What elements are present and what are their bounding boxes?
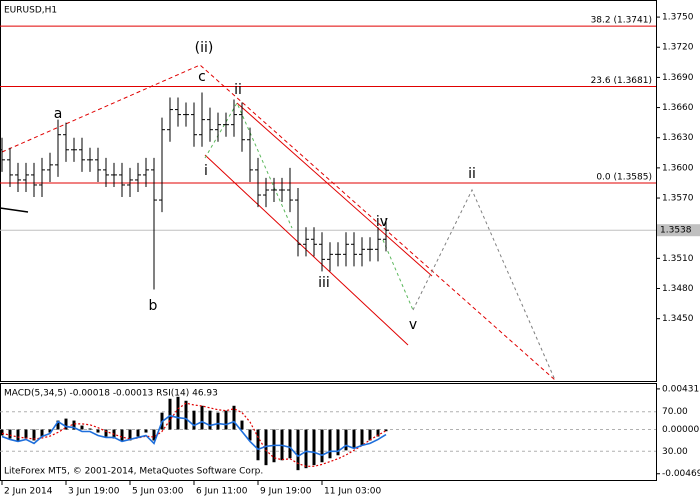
macd-bar bbox=[184, 400, 188, 430]
y-tick-label: 1.3510 bbox=[662, 254, 694, 264]
wave-outline bbox=[1, 64, 556, 381]
x-tick-label: 3 Jun 19:00 bbox=[68, 487, 120, 497]
x-tick-label: 2 Jun 2014 bbox=[4, 487, 53, 497]
fib-label: 23.6 (1.3681) bbox=[591, 76, 652, 86]
y-tick-label: 1.3690 bbox=[662, 73, 694, 83]
macd-bar bbox=[208, 410, 212, 430]
wave-label: iii bbox=[318, 275, 330, 291]
wave-path bbox=[382, 239, 414, 311]
macd-bar bbox=[152, 429, 156, 441]
macd-bar bbox=[328, 429, 332, 459]
wave-label: ii bbox=[234, 82, 242, 98]
wave-label: i bbox=[204, 163, 208, 179]
macd-bar bbox=[200, 405, 204, 430]
indicator-title: MACD(5,34,5) -0.00018 -0.00013 RSI(14) 4… bbox=[4, 389, 218, 399]
fib-label: 38.2 (1.3741) bbox=[591, 16, 652, 26]
macd-bar bbox=[376, 429, 380, 437]
y-tick-label: 1.3480 bbox=[662, 284, 694, 294]
signal-line bbox=[1, 402, 387, 467]
copyright-note: LiteForex MT5, © 2001-2014, MetaQuotes S… bbox=[4, 467, 263, 477]
macd-bar bbox=[80, 425, 84, 430]
y-tick-label: 1.3750 bbox=[662, 13, 694, 23]
macd-bar bbox=[0, 429, 4, 436]
macd-bar bbox=[336, 429, 340, 456]
macd-bar bbox=[168, 398, 172, 430]
y-tick-label: -0.00469 bbox=[662, 469, 700, 479]
last-price-label: 1.3538 bbox=[660, 226, 692, 236]
macd-bar bbox=[104, 429, 108, 437]
macd-bar bbox=[32, 429, 36, 441]
macd-bar bbox=[360, 429, 364, 446]
macd-bar bbox=[56, 420, 60, 430]
indicator-fragment bbox=[0, 207, 29, 213]
macd-bar bbox=[8, 429, 12, 439]
macd-bar bbox=[72, 420, 76, 430]
macd-bar bbox=[288, 429, 292, 459]
macd-bar bbox=[312, 429, 316, 466]
channel-line bbox=[236, 102, 433, 277]
projection-path bbox=[412, 188, 556, 381]
macd-bar bbox=[216, 412, 220, 430]
price-panel bbox=[0, 0, 657, 382]
y-tick-label: 0.00000 bbox=[662, 425, 699, 435]
macd-bar bbox=[144, 429, 148, 433]
y-tick-label: 1.3570 bbox=[662, 194, 694, 204]
fib-label: 0.0 (1.3585) bbox=[596, 172, 652, 182]
y-tick-label: 1.3660 bbox=[662, 103, 694, 113]
macd-bar bbox=[40, 429, 44, 437]
macd-bar bbox=[264, 429, 268, 466]
y2-tick-label: 30.00 bbox=[662, 447, 688, 457]
wave-label: ii bbox=[468, 166, 476, 182]
macd-bar bbox=[368, 429, 372, 441]
macd-bar bbox=[224, 410, 228, 430]
wave-label: b bbox=[149, 298, 158, 314]
wave-label: c bbox=[198, 69, 206, 85]
macd-bar bbox=[136, 429, 140, 437]
y2-tick-label: 70.00 bbox=[662, 407, 688, 417]
macd-bar bbox=[248, 429, 252, 441]
macd-bar bbox=[320, 429, 324, 463]
macd-bar bbox=[128, 429, 132, 441]
y-tick-label: 1.3600 bbox=[662, 163, 694, 173]
x-tick-label: 11 Jun 03:00 bbox=[324, 487, 381, 497]
wave-label: iv bbox=[376, 214, 388, 230]
wave-label: v bbox=[409, 317, 417, 333]
macd-bar bbox=[88, 428, 92, 430]
wave-label: (ii) bbox=[195, 40, 214, 56]
macd-bar bbox=[304, 429, 308, 469]
macd-bar bbox=[24, 429, 28, 439]
macd-bar bbox=[120, 429, 124, 441]
macd-bar bbox=[16, 429, 20, 441]
y-tick-label: 1.3450 bbox=[662, 314, 694, 324]
x-tick-label: 6 Jun 11:00 bbox=[196, 487, 248, 497]
chart-title: EURUSD,H1 bbox=[4, 6, 57, 16]
rsi-line bbox=[1, 414, 387, 458]
macd-bar bbox=[176, 396, 180, 430]
macd-bar bbox=[296, 429, 300, 471]
y-tick-label: 1.3630 bbox=[662, 133, 694, 143]
macd-bar bbox=[256, 429, 260, 461]
last-price-box bbox=[657, 224, 700, 237]
macd-bar bbox=[384, 429, 388, 432]
y-tick-label: 0.00431 bbox=[662, 384, 699, 394]
macd-bar bbox=[352, 429, 356, 449]
y-tick-label: 1.3720 bbox=[662, 43, 694, 53]
macd-bar bbox=[64, 418, 68, 430]
macd-bar bbox=[232, 405, 236, 430]
x-tick-label: 5 Jun 03:00 bbox=[132, 487, 184, 497]
wave-label: a bbox=[54, 106, 63, 122]
macd-bar bbox=[192, 410, 196, 430]
macd-bar bbox=[48, 429, 52, 433]
macd-bar bbox=[240, 420, 244, 430]
x-tick-label: 9 Jun 19:00 bbox=[260, 487, 312, 497]
macd-bar bbox=[96, 429, 100, 433]
macd-bar bbox=[344, 429, 348, 451]
